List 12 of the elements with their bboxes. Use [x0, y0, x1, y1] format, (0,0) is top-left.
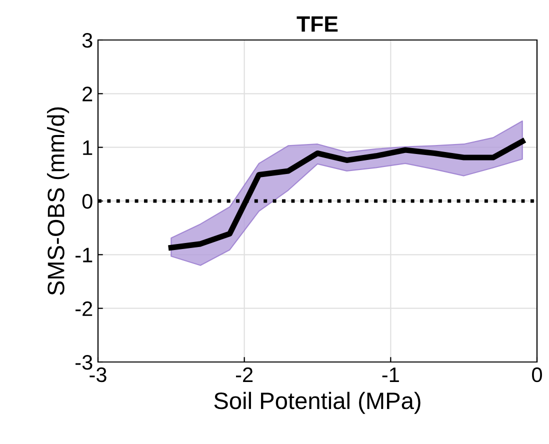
y-tick-label: 3 [82, 33, 92, 48]
y-axis-title: SMS-OBS (mm/d) [47, 107, 70, 296]
y-tick-label: 1 [83, 140, 92, 155]
y-tick-label: 2 [82, 86, 92, 102]
x-axis-title: Soil Potential (MPa) [214, 392, 420, 414]
y-tick-label: -1 [76, 248, 92, 262]
y-tick-label: 0 [82, 194, 92, 209]
x-tick-label: -1 [382, 368, 399, 382]
x-tick-label: 0 [532, 367, 542, 382]
y-tick-label: -2 [76, 301, 92, 316]
chart-title: TFE [296, 16, 338, 32]
x-tick-label: -2 [236, 367, 253, 382]
